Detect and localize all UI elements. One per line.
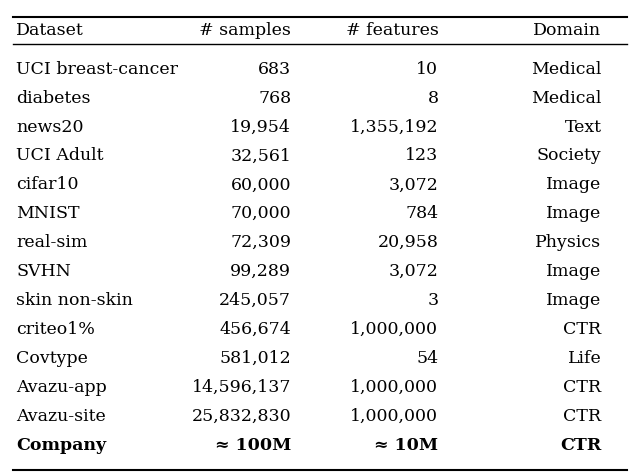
- Text: 99,289: 99,289: [230, 263, 291, 280]
- Text: UCI Adult: UCI Adult: [16, 148, 104, 164]
- Text: CTR: CTR: [563, 408, 602, 425]
- Text: # samples: # samples: [199, 22, 291, 39]
- Text: 768: 768: [258, 89, 291, 107]
- Text: 32,561: 32,561: [230, 148, 291, 164]
- Text: 3: 3: [428, 292, 438, 309]
- Text: 54: 54: [416, 350, 438, 367]
- Text: Image: Image: [547, 205, 602, 222]
- Text: Avazu-app: Avazu-app: [16, 379, 107, 396]
- Text: Physics: Physics: [536, 234, 602, 251]
- Text: 8: 8: [428, 89, 438, 107]
- Text: 72,309: 72,309: [230, 234, 291, 251]
- Text: 1,000,000: 1,000,000: [351, 408, 438, 425]
- Text: 14,596,137: 14,596,137: [192, 379, 291, 396]
- Text: 456,674: 456,674: [220, 321, 291, 338]
- Text: criteo1%: criteo1%: [16, 321, 95, 338]
- Text: SVHN: SVHN: [16, 263, 71, 280]
- Text: Avazu-site: Avazu-site: [16, 408, 106, 425]
- Text: Medical: Medical: [531, 89, 602, 107]
- Text: 784: 784: [405, 205, 438, 222]
- Text: 1,000,000: 1,000,000: [351, 321, 438, 338]
- Text: CTR: CTR: [563, 379, 602, 396]
- Text: news20: news20: [16, 119, 83, 136]
- Text: 25,832,830: 25,832,830: [191, 408, 291, 425]
- Text: 1,000,000: 1,000,000: [351, 379, 438, 396]
- Text: 10: 10: [417, 60, 438, 78]
- Text: 19,954: 19,954: [230, 119, 291, 136]
- Text: 60,000: 60,000: [230, 177, 291, 193]
- Text: 683: 683: [258, 60, 291, 78]
- Text: Text: Text: [564, 119, 602, 136]
- Text: UCI breast-cancer: UCI breast-cancer: [16, 60, 178, 78]
- Text: real-sim: real-sim: [16, 234, 88, 251]
- Text: 3,072: 3,072: [388, 177, 438, 193]
- Text: 123: 123: [405, 148, 438, 164]
- Text: cifar10: cifar10: [16, 177, 79, 193]
- Text: MNIST: MNIST: [16, 205, 79, 222]
- Text: 581,012: 581,012: [220, 350, 291, 367]
- Text: # features: # features: [346, 22, 438, 39]
- Text: 70,000: 70,000: [230, 205, 291, 222]
- Text: Life: Life: [568, 350, 602, 367]
- Text: CTR: CTR: [561, 437, 602, 454]
- Text: Image: Image: [547, 177, 602, 193]
- Text: Image: Image: [547, 292, 602, 309]
- Text: 3,072: 3,072: [388, 263, 438, 280]
- Text: 245,057: 245,057: [219, 292, 291, 309]
- Text: diabetes: diabetes: [16, 89, 90, 107]
- Text: Society: Society: [537, 148, 602, 164]
- Text: Domain: Domain: [534, 22, 602, 39]
- Text: ≈ 100M: ≈ 100M: [215, 437, 291, 454]
- Text: Image: Image: [547, 263, 602, 280]
- Text: 1,355,192: 1,355,192: [350, 119, 438, 136]
- Text: skin non-skin: skin non-skin: [16, 292, 133, 309]
- Text: Covtype: Covtype: [16, 350, 88, 367]
- Text: 20,958: 20,958: [378, 234, 438, 251]
- Text: Dataset: Dataset: [16, 22, 84, 39]
- Text: Company: Company: [16, 437, 106, 454]
- Text: ≈ 10M: ≈ 10M: [374, 437, 438, 454]
- Text: CTR: CTR: [563, 321, 602, 338]
- Text: Medical: Medical: [531, 60, 602, 78]
